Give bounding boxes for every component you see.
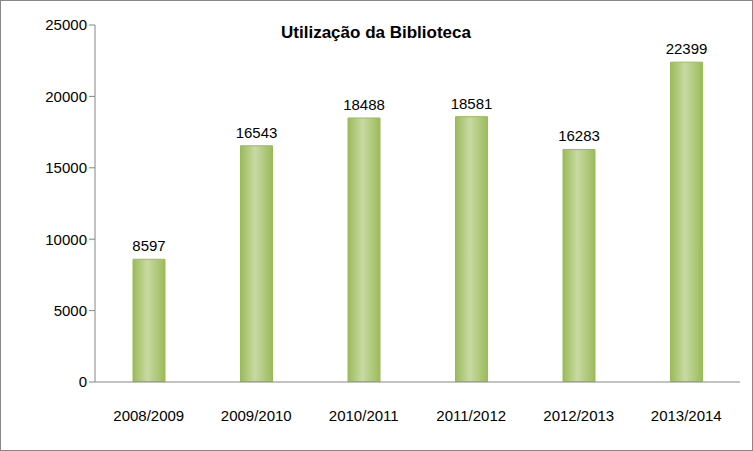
svg-text:5000: 5000	[54, 302, 87, 319]
html-text:Utilização da Biblioteca: Utilização da Biblioteca	[281, 23, 471, 42]
svg-text:16543: 16543	[236, 124, 278, 141]
svg-text:20000: 20000	[45, 88, 87, 105]
svg-text:2012/2013: 2012/2013	[543, 407, 614, 424]
svg-text:18581: 18581	[451, 95, 493, 112]
svg-text:2010/2011: 2010/2011	[329, 407, 399, 424]
svg-text:18488: 18488	[343, 96, 385, 113]
svg-text:10000: 10000	[45, 231, 87, 248]
svg-text:2013/2014: 2013/2014	[651, 407, 722, 424]
svg-text:15000: 15000	[45, 159, 87, 176]
svg-text:2008/2009: 2008/2009	[113, 407, 184, 424]
svg-text:25000: 25000	[45, 16, 87, 33]
svg-text:0: 0	[79, 373, 87, 390]
svg-text:22399: 22399	[666, 40, 708, 57]
svg-text:16283: 16283	[558, 127, 600, 144]
svg-text:2011/2012: 2011/2012	[436, 407, 506, 424]
svg-text:2009/2010: 2009/2010	[221, 407, 292, 424]
svg-text:8597: 8597	[132, 237, 165, 254]
